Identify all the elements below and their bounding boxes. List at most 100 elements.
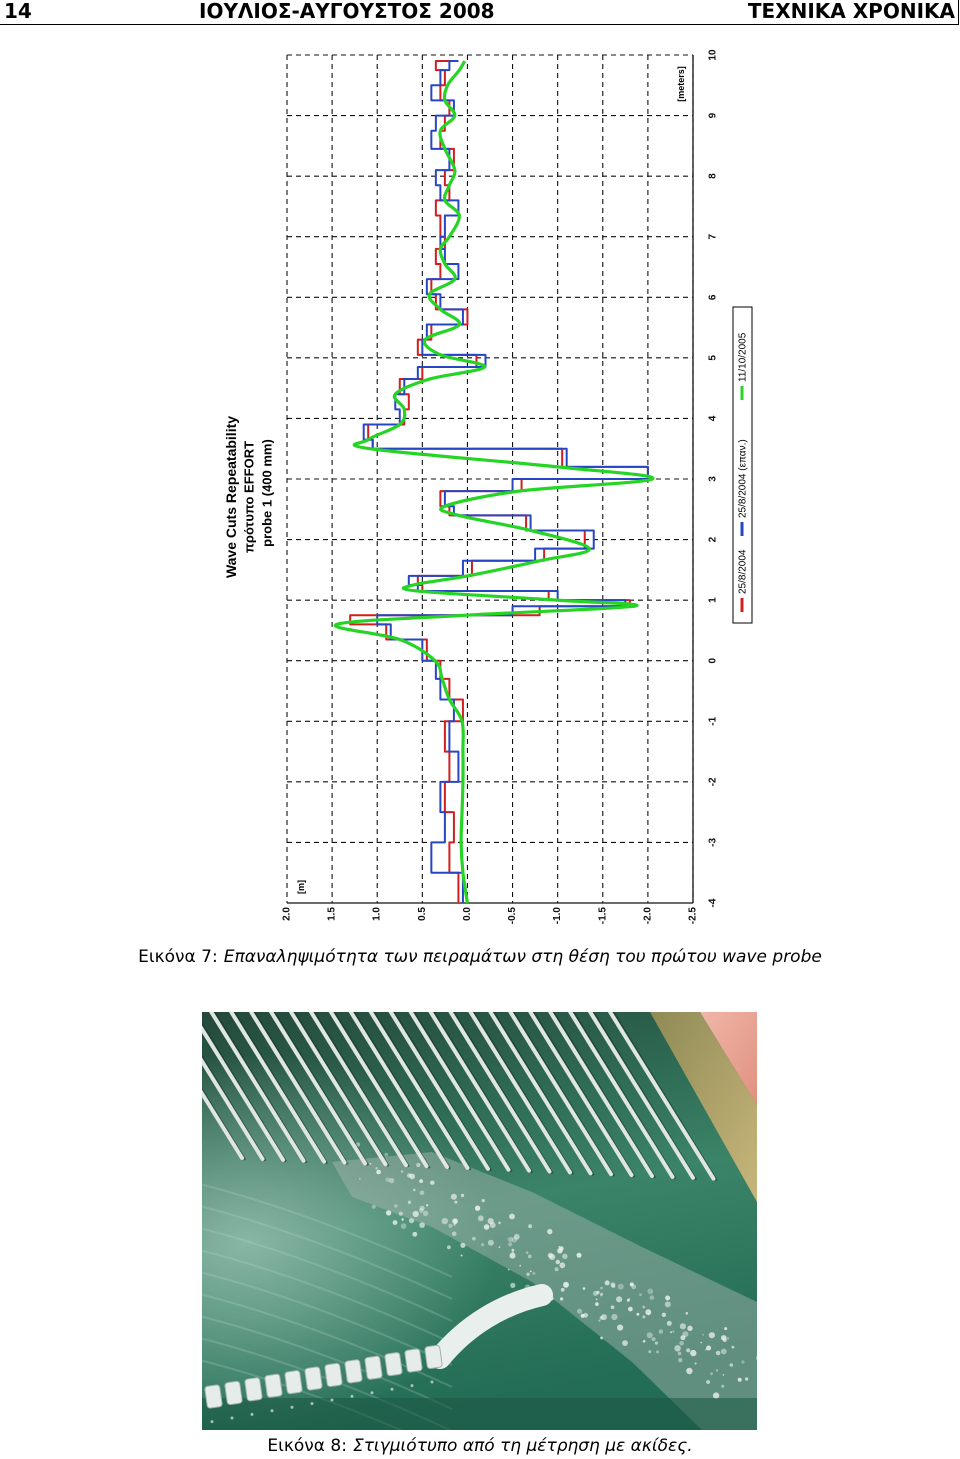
wave-cuts-chart: 2.0 1.5 1.0 0.5 0.0 -0.5 -1.0 -1.5 -2.0 -2.5 -4 -3 -… bbox=[223, 49, 753, 924]
foam-speck bbox=[510, 1282, 516, 1288]
probe-holder-block bbox=[304, 1366, 323, 1391]
foam-speck bbox=[596, 1290, 600, 1295]
foam-speck bbox=[481, 1199, 485, 1203]
foam-speck bbox=[642, 1315, 646, 1319]
foam-speck bbox=[744, 1377, 749, 1381]
probe-holder-blocks bbox=[204, 1344, 443, 1424]
foam-speck bbox=[507, 1236, 513, 1243]
x-tick-label: 2 bbox=[708, 536, 719, 542]
foam-speck bbox=[712, 1392, 720, 1399]
chart-title: Wave Cuts Repeatability bbox=[223, 416, 239, 578]
foam-speck bbox=[448, 1223, 453, 1228]
foam-speck bbox=[453, 1223, 456, 1226]
foam-speck bbox=[385, 1177, 390, 1183]
foam-speck bbox=[731, 1345, 735, 1349]
foam-speck bbox=[604, 1280, 610, 1286]
publication-title: ΤΕΧΝΙΚΑ ΧΡΟΝΙΚΑ bbox=[747, 0, 955, 23]
foam-speck bbox=[705, 1348, 707, 1351]
foam-speck bbox=[686, 1348, 691, 1353]
probe-rod bbox=[508, 1012, 613, 1177]
foam-speck bbox=[447, 1245, 451, 1250]
y-tick-label: 0.0 bbox=[462, 907, 473, 921]
foam-speck bbox=[600, 1286, 603, 1290]
foam-speck bbox=[419, 1190, 425, 1196]
foam-speck bbox=[710, 1372, 713, 1376]
foam-speck bbox=[419, 1179, 423, 1183]
foam-speck bbox=[376, 1169, 381, 1175]
foam-speck bbox=[631, 1284, 637, 1290]
probe-holder-block bbox=[384, 1352, 403, 1377]
probe-rod bbox=[288, 1012, 388, 1167]
foam-speck bbox=[720, 1348, 727, 1355]
foam-speck bbox=[617, 1283, 624, 1290]
foam-speck bbox=[741, 1360, 745, 1364]
foam-speck bbox=[529, 1270, 532, 1273]
foam-speck bbox=[559, 1262, 566, 1269]
water-droplet bbox=[430, 1380, 434, 1384]
tank-wall bbox=[700, 1012, 757, 1105]
foam-speck bbox=[628, 1306, 633, 1312]
foam-speck bbox=[375, 1167, 378, 1170]
foam-speck bbox=[359, 1178, 361, 1180]
water-droplet bbox=[250, 1412, 254, 1416]
issue-date: ΙΟΥΛΙΟΣ-ΑΥΓΟΥΣΤΟΣ 2008 bbox=[199, 0, 495, 23]
page-number: 14 bbox=[4, 0, 32, 23]
foam-speck bbox=[419, 1222, 425, 1228]
water-droplet bbox=[330, 1398, 334, 1402]
probe-rod bbox=[528, 1012, 634, 1178]
water-reflection bbox=[202, 1315, 453, 1410]
foam-speck bbox=[400, 1223, 407, 1229]
legend-box bbox=[732, 306, 753, 624]
foam-speck bbox=[678, 1358, 683, 1363]
foam-speck bbox=[654, 1341, 658, 1345]
foam-speck bbox=[460, 1242, 466, 1248]
foam-speck bbox=[577, 1308, 583, 1314]
x-tick-label: 9 bbox=[708, 112, 719, 118]
chart-subtitle-model: πρότυπο EFFORT bbox=[242, 441, 257, 553]
x-tick-label: 4 bbox=[708, 415, 719, 421]
chart-series bbox=[333, 60, 655, 904]
foam-speck bbox=[647, 1288, 654, 1295]
wave-probe-rods bbox=[202, 1012, 718, 1182]
figure-7-caption-text: Επαναληψιμότητα των πειραμάτων στη θέση … bbox=[223, 947, 822, 967]
foam-speck bbox=[509, 1213, 515, 1220]
foam-speck bbox=[622, 1340, 628, 1346]
foam-speck bbox=[595, 1302, 599, 1306]
y-tick-label: 2.0 bbox=[282, 907, 293, 921]
water-droplet bbox=[270, 1409, 274, 1413]
foam-speck bbox=[706, 1345, 712, 1351]
foam-speck bbox=[394, 1204, 398, 1208]
foam-speck bbox=[412, 1231, 418, 1237]
water-droplet bbox=[310, 1402, 314, 1406]
foam-speck bbox=[715, 1350, 721, 1356]
water-droplet bbox=[390, 1387, 394, 1391]
probe-rod bbox=[228, 1012, 326, 1164]
x-tick-label: -1 bbox=[708, 716, 719, 725]
water-reflection bbox=[202, 1183, 453, 1278]
water-droplet bbox=[290, 1405, 294, 1409]
foam-speck bbox=[723, 1338, 727, 1343]
foam-speck bbox=[507, 1268, 510, 1271]
probe-holder-block bbox=[244, 1377, 263, 1402]
x-tick-label: 6 bbox=[708, 294, 719, 300]
foam-speck bbox=[670, 1331, 673, 1334]
chart-subtitle-probe: probe 1 (400 mm) bbox=[260, 439, 275, 547]
legend-label: 11/10/2005 bbox=[738, 332, 749, 382]
foam-speck bbox=[511, 1236, 518, 1243]
foam-speck bbox=[384, 1152, 389, 1157]
foam-speck bbox=[649, 1295, 655, 1300]
foam-speck bbox=[642, 1340, 646, 1343]
probe-rod bbox=[202, 1089, 244, 1160]
water-droplet bbox=[410, 1384, 414, 1388]
probe-rod bbox=[248, 1012, 347, 1165]
foam-speck bbox=[450, 1193, 457, 1200]
foam-speck bbox=[664, 1301, 671, 1308]
x-tick-label: -2 bbox=[708, 777, 719, 786]
probe-rod bbox=[268, 1012, 367, 1166]
foam-speck bbox=[706, 1380, 710, 1384]
probe-rod bbox=[328, 1012, 429, 1169]
foam-speck bbox=[679, 1341, 684, 1346]
foam-speck bbox=[526, 1272, 530, 1276]
figure-8-caption-text: Στιγμιότυπο από τη μέτρηση με ακίδες. bbox=[352, 1436, 693, 1456]
foam-speck bbox=[452, 1218, 458, 1224]
